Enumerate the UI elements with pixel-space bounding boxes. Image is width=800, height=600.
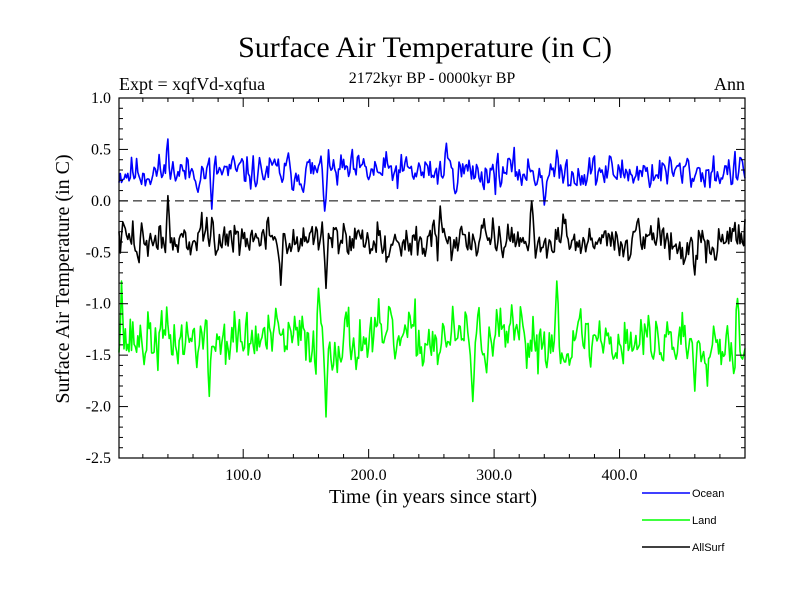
y-tick-label: 0.0 [91, 193, 111, 210]
y-tick-label: -2.5 [86, 450, 111, 467]
series-line-land [118, 280, 746, 418]
x-tick-label: 100.0 [225, 467, 261, 484]
legend-label-ocean: Ocean [692, 488, 724, 500]
chart-title: Surface Air Temperature (in C) [238, 31, 612, 64]
y-axis-label: Surface Air Temperature (in C) [52, 154, 74, 403]
series-line-allsurf [118, 194, 746, 290]
legend-label-land: Land [692, 515, 716, 527]
legend: Ocean Land AllSurf [642, 488, 725, 554]
experiment-label: Expt = xqfVd-xqfua [119, 74, 265, 94]
x-tick-label: 200.0 [351, 467, 387, 484]
plot-area: 100.0 200.0 300.0 400.0 -2.5 -2.0 -1.5 -1.0 -0.5… [86, 90, 746, 484]
y-tick-label: -1.0 [86, 296, 111, 313]
x-tick-label: 300.0 [476, 467, 512, 484]
plot-frame [118, 97, 746, 459]
season-label: Ann [714, 74, 745, 94]
series-line-ocean [118, 138, 746, 212]
x-axis-label: Time (in years since start) [329, 486, 537, 508]
y-tick-label: -0.5 [86, 244, 111, 261]
y-tick-label: -1.5 [86, 347, 111, 364]
x-tick-label: 400.0 [602, 467, 638, 484]
y-tick-label: -2.0 [86, 399, 111, 416]
y-tick-label: 1.0 [91, 90, 111, 107]
y-tick-label: 0.5 [91, 141, 111, 158]
legend-label-allsurf: AllSurf [692, 542, 725, 554]
chart-subtitle: 2172kyr BP - 0000kyr BP [349, 70, 516, 87]
